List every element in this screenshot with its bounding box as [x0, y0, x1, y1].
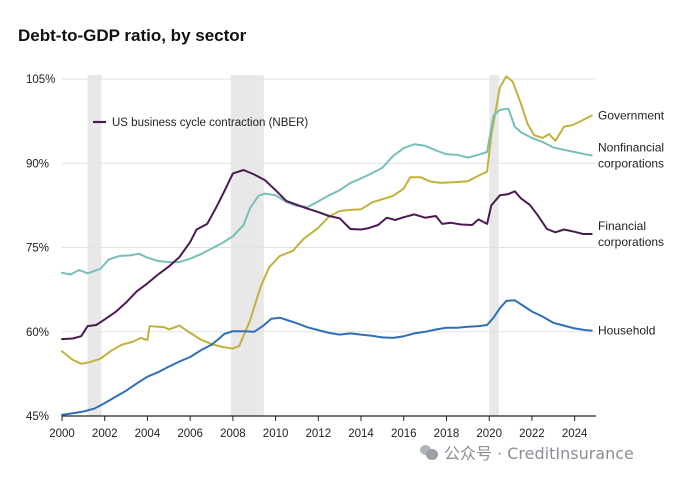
series-label: Household [598, 324, 655, 338]
axes: 45% 60% 75% 90% 105% 2000 2002 2004 2006 2008 2010… [26, 74, 596, 440]
x-tick-label: 2014 [348, 428, 374, 440]
gridlines [62, 78, 596, 333]
series-label: Nonfinancial [598, 140, 664, 154]
y-tick-label: 45% [26, 411, 49, 423]
series-line-financial-corporations [61, 169, 593, 341]
recession-band [230, 75, 264, 416]
x-tick-label: 2024 [562, 428, 588, 440]
watermark-text: 公众号 · CreditInsurance [444, 444, 634, 463]
y-tick-label: 60% [26, 327, 49, 339]
legend: US business cycle contraction (NBER) [93, 117, 308, 129]
y-tick-label: 90% [26, 158, 49, 170]
x-tick-label: 2016 [391, 428, 417, 440]
legend-label: US business cycle contraction (NBER) [112, 117, 308, 129]
series-line-nonfinancial-corporations [61, 107, 593, 276]
x-tick-label: 2022 [519, 428, 545, 440]
series-labels: Government Nonfinancial corporations Financ… [598, 109, 665, 338]
series-label: Financial [598, 219, 646, 233]
series-lines [61, 75, 593, 416]
watermark: 公众号 · CreditInsurance [420, 440, 634, 464]
y-tick-label: 105% [26, 74, 55, 86]
series-label: corporations [598, 235, 664, 249]
recession-band [87, 75, 102, 416]
recession-band [489, 75, 499, 416]
series-label: corporations [598, 156, 664, 170]
x-tick-label: 2012 [306, 428, 332, 440]
x-tick-label: 2000 [49, 428, 75, 440]
x-tick-label: 2018 [434, 428, 460, 440]
chart-title: Debt-to-GDP ratio, by sector [18, 26, 247, 45]
x-tick-label: 2004 [135, 428, 161, 440]
y-tick-label: 75% [26, 243, 49, 255]
x-tick-label: 2010 [263, 428, 289, 440]
series-line-government [61, 75, 593, 365]
recession-bands [87, 75, 499, 416]
x-tick-label: 2006 [177, 428, 203, 440]
series-label: Government [598, 109, 665, 123]
x-tick-label: 2020 [476, 428, 502, 440]
x-tick-label: 2002 [92, 428, 118, 440]
wechat-icon [420, 444, 438, 460]
series-line-household [61, 299, 593, 416]
x-tick-label: 2008 [220, 428, 246, 440]
